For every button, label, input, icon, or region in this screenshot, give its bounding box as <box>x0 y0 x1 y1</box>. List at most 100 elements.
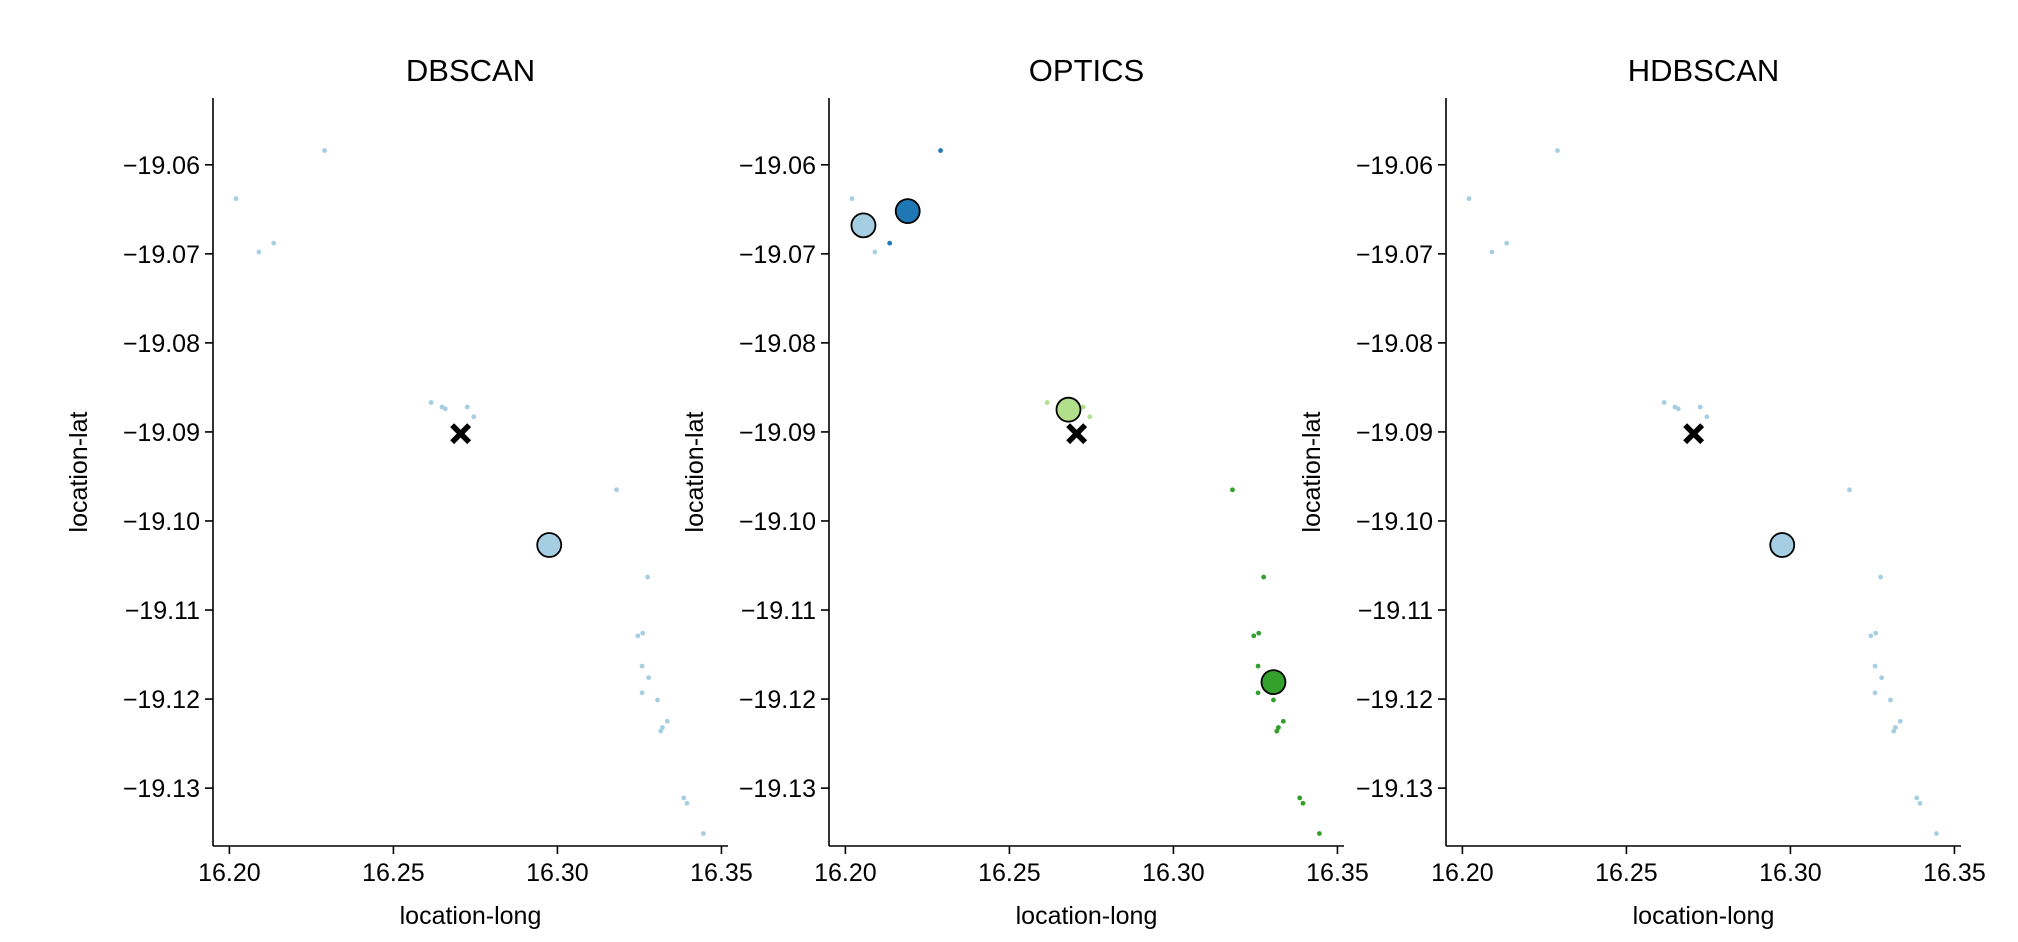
data-point <box>1504 240 1510 246</box>
data-point <box>1892 725 1898 730</box>
data-point <box>1255 690 1261 696</box>
y-tick-label: −19.10 <box>739 508 816 536</box>
data-point <box>1297 795 1303 801</box>
cluster-center <box>536 532 563 558</box>
data-point <box>1044 400 1050 405</box>
y-tick-label: −19.07 <box>739 241 816 269</box>
x-tick-label: 16.35 <box>1923 859 1986 887</box>
data-point <box>1704 414 1710 420</box>
reference-x-marker <box>450 423 472 445</box>
x-tick-label: 16.20 <box>814 859 877 887</box>
data-point <box>1891 728 1897 734</box>
x-tick-label: 16.35 <box>690 859 753 887</box>
data-point <box>639 663 645 669</box>
data-point <box>1879 675 1885 681</box>
y-tick-label: −19.07 <box>1356 241 1433 269</box>
reference-x-marker <box>1683 423 1705 445</box>
y-tick-label: −19.09 <box>1356 419 1433 447</box>
y-tick-label: −19.13 <box>1356 775 1433 803</box>
data-point <box>1917 800 1923 806</box>
y-tick-label: −19.11 <box>1358 597 1433 625</box>
data-point <box>1697 404 1703 410</box>
y-tick-label: −19.13 <box>739 775 816 803</box>
data-point <box>700 831 706 836</box>
x-tick-label: 16.30 <box>526 859 589 887</box>
y-axis-label: location-lat <box>681 412 709 533</box>
y-axis-label: location-lat <box>1298 412 1326 533</box>
y-tick-label: −19.10 <box>123 508 200 536</box>
y-axis-label: location-lat <box>65 412 93 533</box>
data-point <box>1316 831 1322 836</box>
x-tick-label: 16.25 <box>978 859 1041 887</box>
chart-title: DBSCAN <box>406 53 535 88</box>
data-point <box>233 196 239 202</box>
x-tick-label: 16.20 <box>1431 859 1494 887</box>
y-tick-label: −19.11 <box>125 597 200 625</box>
data-point <box>645 574 651 580</box>
data-point <box>872 249 878 255</box>
data-point <box>639 690 645 696</box>
data-point <box>1897 718 1903 724</box>
data-point <box>1878 574 1884 580</box>
data-point <box>658 728 664 734</box>
data-point <box>428 400 434 405</box>
data-point <box>849 196 855 202</box>
data-point <box>938 148 943 153</box>
data-point <box>681 795 687 801</box>
data-point <box>1872 690 1878 696</box>
data-point <box>1661 400 1667 405</box>
y-tick-label: −19.10 <box>1356 508 1433 536</box>
chart-panel-dbscan: DBSCAN 16.20 16.25 16.30 16.35 −19.06 −19.07 −1… <box>65 53 753 930</box>
data-point <box>1275 725 1281 730</box>
chart-panel-optics: OPTICS 16.20 16.25 16.30 16.35 −19.06 −19.07 −1… <box>681 53 1369 930</box>
y-tick-label: −19.08 <box>1356 330 1433 358</box>
data-point <box>1888 697 1893 703</box>
data-point <box>1675 406 1681 412</box>
x-tick-label: 16.35 <box>1306 859 1369 887</box>
cluster-center <box>1260 669 1287 696</box>
y-tick-label: −19.12 <box>123 686 200 714</box>
y-tick-label: −19.06 <box>1356 152 1433 180</box>
data-point <box>655 697 660 703</box>
data-point <box>1933 831 1939 836</box>
data-point <box>322 148 327 153</box>
data-point <box>256 249 262 255</box>
data-point <box>1271 697 1276 703</box>
data-point <box>1280 718 1286 724</box>
data-point <box>646 675 652 681</box>
x-tick-label: 16.25 <box>362 859 425 887</box>
x-axis-label: location-long <box>1633 902 1775 930</box>
data-point <box>1087 414 1093 420</box>
y-tick-label: −19.13 <box>123 775 200 803</box>
x-axis-label: location-long <box>1016 902 1158 930</box>
data-point <box>1914 795 1920 801</box>
data-point <box>1261 574 1267 580</box>
x-tick-label: 16.30 <box>1759 859 1822 887</box>
cluster-center <box>850 212 877 239</box>
data-point <box>614 487 619 493</box>
data-point <box>271 240 277 246</box>
cluster-center <box>894 198 921 224</box>
data-point <box>1466 196 1472 202</box>
y-tick-label: −19.11 <box>741 597 816 625</box>
data-point <box>1555 148 1560 153</box>
y-tick-label: −19.12 <box>1356 686 1433 714</box>
data-point <box>659 725 665 730</box>
x-axis-label: location-long <box>400 902 542 930</box>
data-point <box>1868 633 1874 639</box>
y-tick-label: −19.12 <box>739 686 816 714</box>
data-point <box>1873 630 1879 636</box>
chart-title: OPTICS <box>1029 53 1144 88</box>
data-point <box>640 630 646 636</box>
data-point <box>464 404 470 410</box>
data-point <box>1080 404 1086 410</box>
y-tick-label: −19.09 <box>739 419 816 447</box>
data-point <box>471 414 477 420</box>
data-point <box>684 800 690 806</box>
y-tick-label: −19.06 <box>739 152 816 180</box>
reference-x-marker <box>1066 423 1088 445</box>
y-tick-label: −19.07 <box>123 241 200 269</box>
y-tick-label: −19.08 <box>739 330 816 358</box>
data-point <box>1230 487 1235 493</box>
